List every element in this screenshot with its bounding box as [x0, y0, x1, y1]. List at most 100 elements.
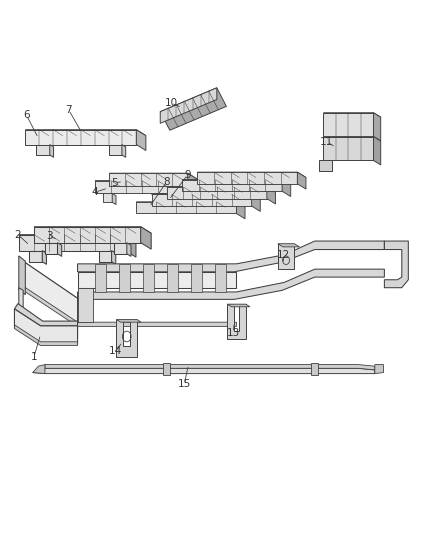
Polygon shape [23, 286, 237, 326]
Text: 8: 8 [163, 176, 170, 187]
Polygon shape [45, 365, 375, 370]
Polygon shape [191, 264, 201, 292]
Polygon shape [282, 180, 291, 197]
Polygon shape [278, 244, 300, 247]
Polygon shape [78, 241, 385, 272]
Text: 1: 1 [31, 352, 37, 361]
Text: 5: 5 [111, 177, 118, 188]
Polygon shape [182, 180, 291, 185]
Polygon shape [227, 304, 250, 307]
Polygon shape [152, 195, 252, 206]
Polygon shape [34, 227, 141, 243]
Polygon shape [122, 144, 126, 157]
Polygon shape [374, 136, 381, 165]
Polygon shape [112, 251, 116, 264]
Text: 3: 3 [46, 231, 53, 241]
Polygon shape [167, 187, 267, 199]
Polygon shape [297, 172, 306, 189]
Polygon shape [323, 113, 374, 136]
Polygon shape [323, 113, 381, 117]
Polygon shape [141, 227, 151, 249]
Polygon shape [42, 251, 46, 264]
Text: 11: 11 [320, 137, 334, 147]
Polygon shape [50, 144, 53, 157]
Polygon shape [57, 243, 62, 256]
Text: 9: 9 [184, 170, 191, 180]
Polygon shape [385, 241, 408, 288]
Polygon shape [215, 264, 226, 292]
Polygon shape [25, 130, 136, 144]
Polygon shape [267, 187, 276, 204]
Polygon shape [14, 325, 78, 345]
Polygon shape [110, 173, 187, 186]
Polygon shape [154, 193, 163, 202]
Polygon shape [182, 180, 282, 191]
Polygon shape [119, 264, 130, 292]
Polygon shape [23, 261, 78, 324]
Polygon shape [323, 136, 381, 141]
Polygon shape [167, 187, 276, 192]
Text: 2: 2 [14, 230, 21, 240]
Polygon shape [227, 304, 246, 338]
Polygon shape [173, 181, 183, 199]
Polygon shape [143, 264, 154, 292]
Polygon shape [116, 319, 137, 357]
Polygon shape [127, 243, 131, 256]
Text: 7: 7 [66, 105, 72, 115]
Polygon shape [109, 144, 122, 155]
Polygon shape [375, 365, 384, 374]
Polygon shape [95, 181, 173, 193]
Polygon shape [152, 195, 260, 200]
Polygon shape [237, 202, 245, 219]
Polygon shape [19, 235, 136, 241]
Polygon shape [160, 88, 226, 130]
Polygon shape [103, 193, 112, 202]
Polygon shape [160, 88, 217, 123]
Polygon shape [112, 193, 116, 205]
Text: 15: 15 [177, 379, 191, 389]
Polygon shape [19, 288, 78, 337]
Polygon shape [136, 202, 237, 214]
Polygon shape [19, 235, 125, 251]
Text: 14: 14 [109, 346, 123, 357]
Polygon shape [25, 130, 146, 135]
Polygon shape [116, 319, 141, 322]
Polygon shape [136, 130, 146, 150]
Polygon shape [114, 243, 127, 254]
Polygon shape [323, 136, 374, 160]
Polygon shape [125, 235, 136, 257]
Polygon shape [99, 251, 112, 262]
Polygon shape [95, 181, 183, 187]
Polygon shape [110, 173, 197, 179]
Polygon shape [197, 172, 297, 184]
Polygon shape [33, 368, 375, 374]
Polygon shape [163, 363, 170, 375]
Polygon shape [29, 251, 42, 262]
Text: 6: 6 [23, 110, 30, 120]
Polygon shape [95, 264, 106, 292]
Polygon shape [163, 193, 167, 205]
Polygon shape [34, 227, 151, 233]
Polygon shape [19, 256, 25, 295]
Text: 12: 12 [277, 250, 290, 260]
Polygon shape [278, 244, 294, 269]
Polygon shape [374, 113, 381, 141]
Polygon shape [252, 195, 260, 212]
Polygon shape [78, 272, 237, 288]
Text: 4: 4 [92, 187, 98, 197]
Polygon shape [187, 173, 197, 192]
Polygon shape [14, 304, 78, 326]
Polygon shape [33, 365, 45, 374]
Polygon shape [14, 309, 78, 344]
Text: 10: 10 [165, 98, 178, 108]
Text: 13: 13 [227, 328, 240, 338]
Polygon shape [167, 264, 178, 292]
Polygon shape [319, 160, 332, 171]
Polygon shape [136, 202, 245, 207]
Polygon shape [45, 243, 57, 254]
Polygon shape [23, 261, 385, 305]
Polygon shape [197, 172, 306, 177]
Polygon shape [78, 288, 93, 322]
Polygon shape [36, 144, 50, 155]
Polygon shape [311, 363, 318, 375]
